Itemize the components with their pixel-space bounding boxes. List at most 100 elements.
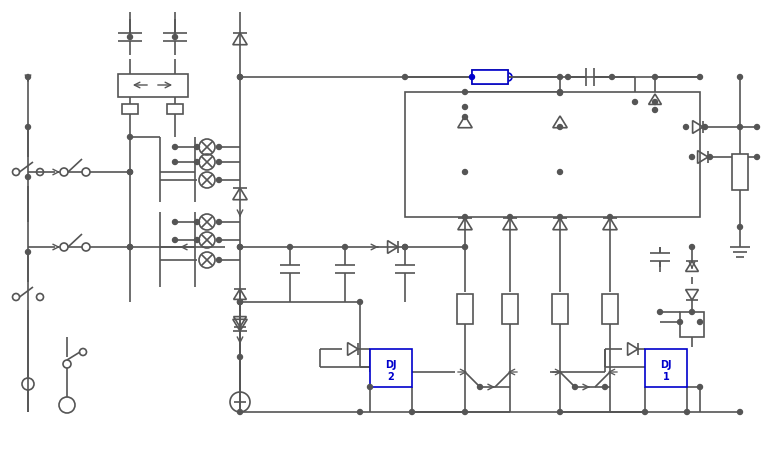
Bar: [680, 312, 704, 337]
Circle shape: [558, 410, 562, 415]
Circle shape: [565, 75, 571, 79]
Circle shape: [194, 144, 200, 149]
Circle shape: [690, 245, 694, 249]
Bar: [122, 104, 138, 114]
Circle shape: [237, 354, 243, 360]
Circle shape: [217, 177, 221, 183]
Circle shape: [478, 384, 482, 389]
Circle shape: [462, 410, 468, 415]
Bar: [732, 154, 748, 190]
Circle shape: [703, 125, 707, 129]
Circle shape: [402, 75, 408, 79]
Text: 1: 1: [663, 372, 670, 382]
Bar: [370, 349, 412, 387]
Circle shape: [237, 75, 243, 79]
Circle shape: [610, 75, 614, 79]
Circle shape: [697, 75, 703, 79]
Circle shape: [127, 35, 133, 40]
Circle shape: [633, 99, 637, 105]
Circle shape: [462, 245, 468, 249]
Circle shape: [127, 170, 133, 175]
Circle shape: [462, 114, 468, 120]
Bar: [118, 74, 188, 97]
Circle shape: [237, 245, 243, 249]
Text: DJ: DJ: [386, 360, 397, 370]
Circle shape: [737, 410, 743, 415]
Circle shape: [25, 249, 31, 255]
Circle shape: [657, 310, 663, 314]
Circle shape: [653, 99, 657, 105]
Circle shape: [558, 91, 562, 95]
Circle shape: [217, 238, 221, 242]
Circle shape: [690, 155, 694, 160]
Circle shape: [173, 35, 177, 40]
Circle shape: [127, 245, 133, 249]
Circle shape: [127, 245, 133, 249]
Circle shape: [643, 410, 647, 415]
Text: DJ: DJ: [660, 360, 672, 370]
Circle shape: [237, 299, 243, 304]
Circle shape: [194, 238, 200, 242]
Circle shape: [237, 299, 243, 304]
Circle shape: [677, 319, 683, 325]
Circle shape: [287, 245, 293, 249]
Circle shape: [173, 219, 177, 225]
Circle shape: [607, 214, 613, 219]
Circle shape: [653, 107, 657, 113]
Bar: [502, 294, 518, 324]
Circle shape: [508, 214, 512, 219]
Circle shape: [737, 225, 743, 229]
Circle shape: [173, 160, 177, 164]
Circle shape: [217, 219, 221, 225]
Circle shape: [194, 160, 200, 164]
Circle shape: [237, 410, 243, 415]
Bar: [645, 349, 687, 387]
Circle shape: [173, 144, 177, 149]
Bar: [552, 294, 568, 324]
Circle shape: [684, 125, 688, 129]
Circle shape: [558, 75, 562, 79]
Circle shape: [127, 170, 133, 175]
Circle shape: [707, 155, 713, 160]
Circle shape: [697, 384, 703, 389]
Circle shape: [558, 214, 562, 219]
Circle shape: [217, 257, 221, 262]
Circle shape: [737, 125, 743, 129]
Circle shape: [462, 214, 468, 219]
Circle shape: [697, 319, 703, 325]
Circle shape: [558, 90, 562, 94]
Circle shape: [737, 75, 743, 79]
Circle shape: [402, 245, 408, 249]
Circle shape: [754, 125, 760, 129]
Circle shape: [217, 160, 221, 164]
Circle shape: [462, 170, 468, 175]
Circle shape: [25, 175, 31, 179]
Bar: [472, 70, 508, 84]
Circle shape: [653, 75, 657, 79]
Circle shape: [690, 310, 694, 314]
Circle shape: [368, 384, 372, 389]
Circle shape: [357, 299, 362, 304]
Bar: [602, 294, 618, 324]
Bar: [472, 70, 508, 84]
Circle shape: [462, 105, 468, 109]
Circle shape: [402, 245, 408, 249]
Circle shape: [237, 75, 243, 79]
Bar: [457, 294, 473, 324]
Circle shape: [357, 410, 362, 415]
Bar: [405, 92, 700, 217]
Circle shape: [237, 245, 243, 249]
Circle shape: [194, 219, 200, 225]
Circle shape: [572, 384, 578, 389]
Circle shape: [558, 170, 562, 175]
Circle shape: [684, 410, 690, 415]
Text: 2: 2: [388, 372, 395, 382]
Circle shape: [603, 384, 607, 389]
Circle shape: [343, 245, 347, 249]
Circle shape: [462, 90, 468, 94]
Circle shape: [469, 75, 475, 79]
Circle shape: [754, 155, 760, 160]
Circle shape: [558, 125, 562, 129]
Bar: [167, 104, 183, 114]
Circle shape: [127, 134, 133, 140]
